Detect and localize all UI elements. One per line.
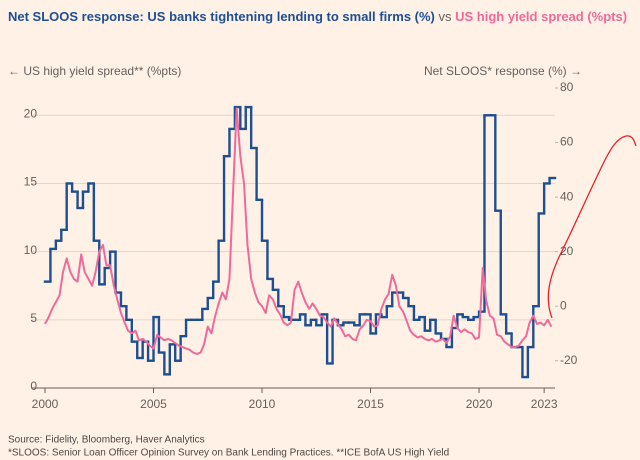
- source: Source: Fidelity, Bloomberg, Haver Analy…: [8, 435, 205, 446]
- x-tick-label: 2020: [466, 397, 493, 411]
- y-axis-label: ← US high yield spread** (%pts): [8, 64, 181, 78]
- y-tick-label: 15: [24, 175, 38, 189]
- x-tick-label: 2000: [32, 397, 59, 411]
- y2-tick-label: 80: [560, 80, 574, 94]
- title-part: Net SLOOS response: US banks tightening …: [8, 9, 435, 24]
- title-part: US high yield spread (%pts): [455, 9, 627, 24]
- y2-axis-label: Net SLOOS* response (%) →: [424, 64, 582, 78]
- chart-title: Net SLOOS response: US banks tightening …: [8, 9, 627, 24]
- x-tick-label: 2015: [357, 397, 384, 411]
- y-tick-label: 0: [30, 379, 37, 393]
- x-tick-label: 2023: [531, 397, 558, 411]
- y-tick-label: 20: [24, 106, 38, 120]
- y-tick-label: 10: [24, 243, 38, 257]
- y-tick-label: 5: [30, 311, 37, 325]
- x-tick-label: 2010: [249, 397, 276, 411]
- y2-tick-label: 40: [560, 189, 574, 203]
- hand-drawn-annotation: [547, 135, 637, 319]
- y2-tick-label: 60: [560, 135, 574, 149]
- x-tick-label: 2005: [140, 397, 167, 411]
- series-line: [44, 107, 553, 355]
- title-part: vs: [439, 9, 453, 24]
- y2-tick-label: -20: [560, 353, 578, 367]
- footnote: *SLOOS: Senior Loan Officer Opinion Surv…: [8, 448, 449, 459]
- y2-tick-label: 0: [560, 298, 567, 312]
